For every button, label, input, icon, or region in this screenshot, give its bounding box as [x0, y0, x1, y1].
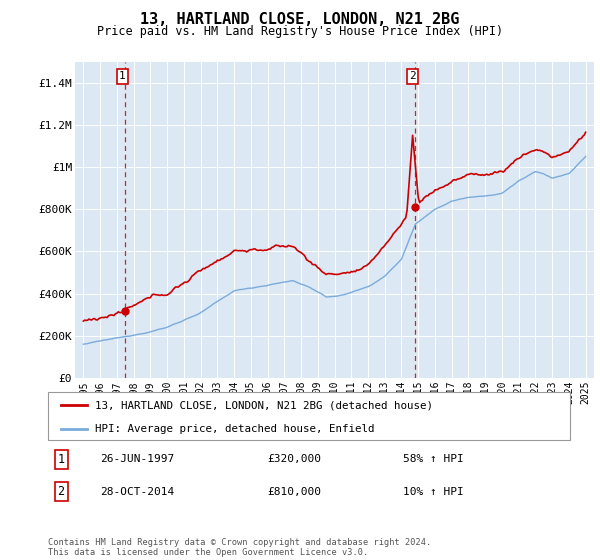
Text: £320,000: £320,000	[267, 454, 321, 464]
Text: 58% ↑ HPI: 58% ↑ HPI	[403, 454, 464, 464]
Text: 1: 1	[119, 71, 126, 81]
Text: 2: 2	[58, 485, 65, 498]
Text: 26-JUN-1997: 26-JUN-1997	[100, 454, 175, 464]
Text: 1: 1	[58, 453, 65, 466]
Text: HPI: Average price, detached house, Enfield: HPI: Average price, detached house, Enfi…	[95, 424, 374, 434]
Text: Price paid vs. HM Land Registry's House Price Index (HPI): Price paid vs. HM Land Registry's House …	[97, 25, 503, 38]
Text: 10% ↑ HPI: 10% ↑ HPI	[403, 487, 464, 497]
Text: Contains HM Land Registry data © Crown copyright and database right 2024.
This d: Contains HM Land Registry data © Crown c…	[48, 538, 431, 557]
Text: 2: 2	[409, 71, 416, 81]
Text: 13, HARTLAND CLOSE, LONDON, N21 2BG (detached house): 13, HARTLAND CLOSE, LONDON, N21 2BG (det…	[95, 400, 433, 410]
Text: 28-OCT-2014: 28-OCT-2014	[100, 487, 175, 497]
FancyBboxPatch shape	[48, 392, 570, 440]
Text: 13, HARTLAND CLOSE, LONDON, N21 2BG: 13, HARTLAND CLOSE, LONDON, N21 2BG	[140, 12, 460, 27]
Text: £810,000: £810,000	[267, 487, 321, 497]
